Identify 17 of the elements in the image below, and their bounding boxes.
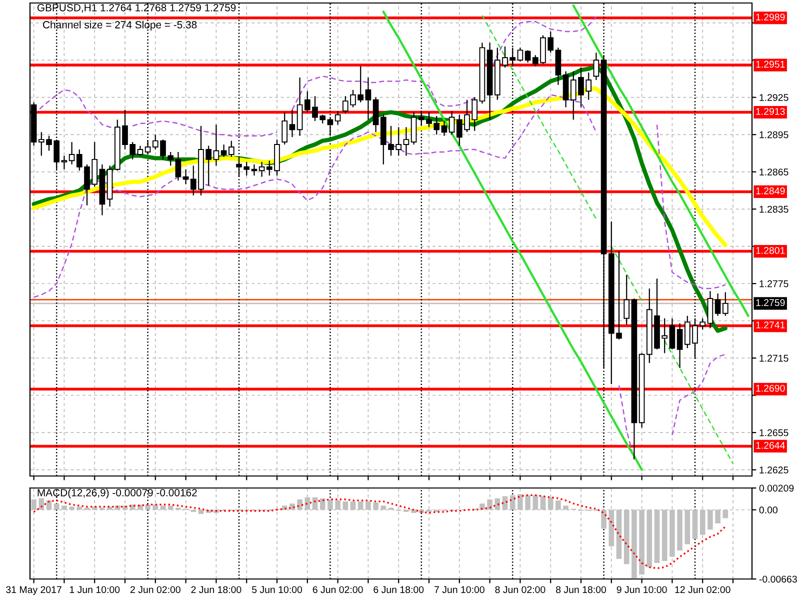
x-tick-label: 7 Jun 10:00 — [434, 586, 484, 594]
x-tick-label: 2 Jun 02:00 — [130, 586, 180, 594]
x-tick-label: 2 Jun 18:00 — [191, 586, 242, 594]
y-tick-label: -0.00663 — [759, 576, 797, 583]
x-tick-label: 12 Jun 02:00 — [675, 586, 730, 594]
y-tick-label: 1.2625 — [760, 466, 788, 474]
x-tick-label: 31 May 2017 — [6, 586, 62, 596]
y-tick-label: 0.00209 — [759, 484, 794, 492]
x-tick-label: 8 Jun 18:00 — [556, 586, 606, 594]
x-tick-label: 8 Jun 02:00 — [495, 586, 546, 594]
x-tick-label: 6 Jun 02:00 — [312, 586, 363, 594]
x-tick-label: 1 Jun 10:00 — [70, 586, 120, 594]
x-tick-label: 6 Jun 18:00 — [374, 586, 424, 594]
chart-title: MACD(12,26,9) -0.00079 -0.00162 — [38, 488, 197, 498]
x-tick-label: 9 Jun 10:00 — [616, 586, 667, 594]
x-tick-label: 5 Jun 10:00 — [252, 586, 302, 594]
y-tick-label: 0.00 — [759, 506, 778, 514]
